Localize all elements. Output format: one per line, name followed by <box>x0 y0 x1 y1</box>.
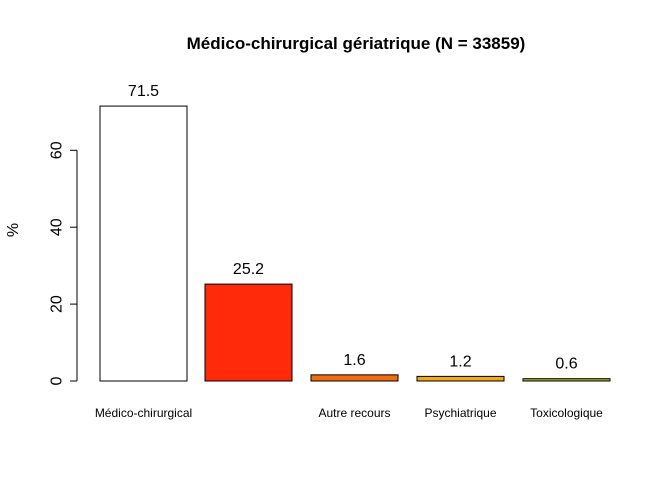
bars-group <box>99 105 611 382</box>
y-tick-label: 60 <box>49 141 66 159</box>
chart-title: Médico-chirurgical gériatrique (N = 3385… <box>187 34 526 53</box>
bar <box>99 105 188 382</box>
bar <box>204 283 293 382</box>
category-label: Autre recours <box>318 406 390 420</box>
category-label: Toxicologique <box>530 406 603 420</box>
category-label: Psychiatrique <box>424 406 496 420</box>
data-label: 1.6 <box>343 352 365 369</box>
data-label: 25.2 <box>233 261 264 278</box>
category-labels-group: Médico-chirurgical Autre recours Psychiatr… <box>95 406 603 420</box>
bar <box>522 378 611 382</box>
y-tick-label: 20 <box>49 295 66 313</box>
y-tick-label: 0 <box>49 376 66 385</box>
data-labels-group: 71.5 25.2 1.6 1.2 0.6 <box>128 83 578 373</box>
data-label: 71.5 <box>128 83 159 100</box>
y-tick-label: 40 <box>49 218 66 236</box>
bar <box>310 374 399 382</box>
y-axis: 0 20 40 60 <box>49 141 78 385</box>
data-label: 1.2 <box>449 353 471 370</box>
y-axis-label: % <box>5 223 22 237</box>
bar <box>416 375 505 382</box>
category-label: Médico-chirurgical <box>95 406 192 420</box>
data-label: 0.6 <box>555 356 577 373</box>
